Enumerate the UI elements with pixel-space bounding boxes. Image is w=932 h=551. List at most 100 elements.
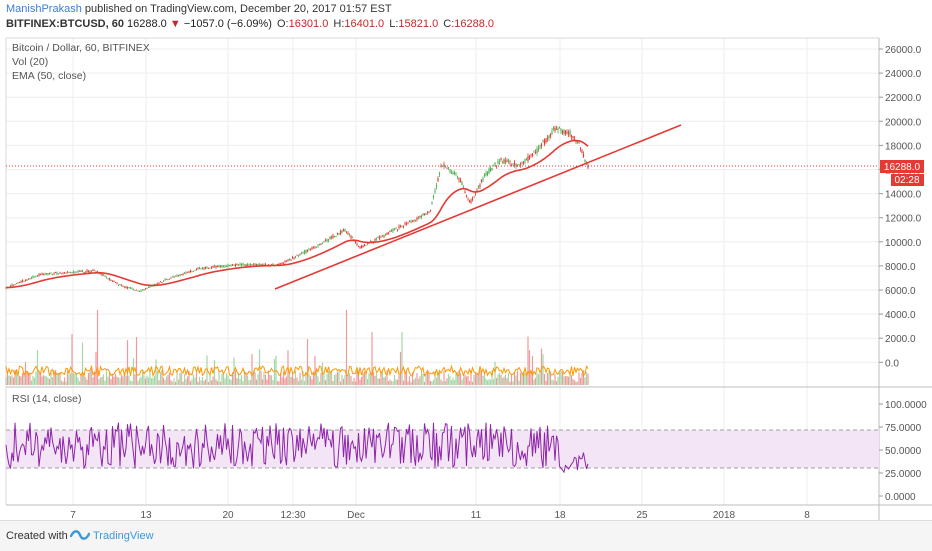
tradingview-logo-icon[interactable] bbox=[69, 528, 91, 547]
volume-bar bbox=[428, 373, 430, 385]
volume-bar bbox=[581, 373, 583, 385]
volume-bar bbox=[471, 381, 474, 385]
volume-bar bbox=[143, 375, 145, 385]
candle-body bbox=[408, 220, 411, 222]
candle-body bbox=[209, 267, 211, 269]
candle-body bbox=[498, 161, 501, 163]
time-axis-label: 13 bbox=[140, 510, 152, 520]
legend-volume[interactable]: Vol (20) bbox=[12, 56, 48, 68]
price-pane[interactable] bbox=[6, 38, 879, 385]
candle-body bbox=[203, 268, 205, 270]
volume-bar bbox=[18, 375, 21, 385]
volume-bar bbox=[528, 350, 531, 385]
price-axis[interactable]: 26000.024000.022000.020000.018000.016000… bbox=[879, 45, 922, 369]
candle-body bbox=[161, 282, 163, 283]
volume-bar bbox=[309, 376, 312, 385]
legend-ema[interactable]: EMA (50, close) bbox=[12, 70, 86, 82]
volume-bar bbox=[87, 372, 90, 385]
volume-bar bbox=[459, 373, 462, 385]
volume-bar bbox=[158, 380, 160, 385]
volume-bar bbox=[543, 373, 546, 385]
candle-body bbox=[249, 263, 252, 266]
author-link[interactable]: ManishPrakash bbox=[6, 3, 82, 15]
candle-body bbox=[143, 289, 145, 291]
candle-body bbox=[123, 287, 126, 288]
chart-canvas[interactable]: Bitcoin / Dollar, 60, BITFINEX Vol (20) … bbox=[0, 0, 932, 520]
candle-body bbox=[117, 284, 120, 286]
volume-bar bbox=[225, 373, 228, 385]
volume-bar bbox=[186, 376, 189, 385]
volume-bar bbox=[500, 374, 502, 385]
candle-body bbox=[494, 162, 496, 165]
volume-bar bbox=[312, 371, 315, 385]
volume-bar bbox=[419, 376, 421, 385]
volume-bar bbox=[141, 371, 144, 385]
volume-bar bbox=[180, 372, 183, 385]
candle-body bbox=[108, 278, 111, 280]
tradingview-brand-link[interactable]: TradingView bbox=[93, 530, 154, 542]
candle-body bbox=[426, 212, 429, 214]
candle-body bbox=[137, 290, 139, 292]
volume-bar bbox=[140, 376, 142, 385]
candle-body bbox=[378, 236, 381, 239]
volume-bar bbox=[491, 370, 493, 385]
volume-bar bbox=[453, 380, 456, 385]
volume-bar bbox=[555, 381, 558, 385]
volume-bar bbox=[41, 376, 43, 385]
volume-bar bbox=[305, 372, 307, 385]
candle-body bbox=[197, 268, 199, 270]
candle-body bbox=[24, 280, 27, 281]
candle-body bbox=[506, 160, 508, 163]
candle-body bbox=[221, 265, 223, 267]
volume-bar bbox=[572, 379, 574, 385]
candle-body bbox=[444, 165, 447, 167]
candle-body bbox=[390, 230, 393, 232]
volume-bar bbox=[363, 371, 366, 385]
candle-body bbox=[113, 280, 115, 282]
time-axis[interactable]: 7 13 20 12:30 Dec 11 18 25 2018 8 bbox=[70, 510, 810, 520]
volume-bar bbox=[45, 376, 48, 385]
volume-bar bbox=[497, 374, 499, 385]
volume-bar bbox=[306, 339, 309, 385]
candle-body bbox=[333, 236, 336, 238]
candle-body bbox=[60, 273, 63, 274]
candle-body bbox=[542, 141, 544, 143]
candle-body bbox=[129, 287, 132, 289]
volume-bar bbox=[348, 373, 351, 385]
candle-body bbox=[513, 162, 516, 165]
candle-body bbox=[246, 263, 249, 266]
symbol-label[interactable]: BITFINEX:BTCUSD, 60 bbox=[6, 18, 124, 30]
candle-body bbox=[251, 264, 253, 266]
rsi-axis[interactable]: 100.0000 75.0000 50.0000 25.0000 0.0000 bbox=[879, 400, 927, 503]
candle-body bbox=[443, 164, 445, 167]
volume-bar bbox=[329, 372, 331, 385]
volume-bar bbox=[465, 376, 468, 385]
candle-body bbox=[227, 264, 229, 267]
candle-body bbox=[234, 264, 237, 267]
legend-symbol[interactable]: Bitcoin / Dollar, 60, BITFINEX bbox=[12, 42, 150, 54]
candle-body bbox=[345, 232, 348, 234]
candle-body bbox=[285, 260, 288, 262]
candle-body bbox=[332, 235, 334, 239]
volume-bar bbox=[215, 379, 217, 385]
volume-bar bbox=[189, 381, 192, 385]
time-axis-label: 8 bbox=[804, 510, 810, 520]
price-axis-label: 26000.0 bbox=[885, 45, 922, 56]
candle-body bbox=[290, 260, 292, 261]
price-axis-label: 0.0 bbox=[885, 358, 899, 369]
trendline[interactable] bbox=[274, 124, 682, 290]
volume-bar bbox=[192, 374, 195, 385]
candle-body bbox=[206, 266, 208, 268]
volume-bar bbox=[122, 376, 124, 385]
volume-bar bbox=[392, 381, 394, 385]
candle-body bbox=[185, 272, 187, 274]
candle-body bbox=[413, 220, 415, 222]
candle-body bbox=[294, 256, 297, 258]
volume-bar bbox=[431, 381, 433, 385]
footer-bar: Created with TradingView bbox=[0, 520, 932, 551]
legend-rsi[interactable]: RSI (14, close) bbox=[12, 393, 81, 405]
rsi-axis-label: 75.0000 bbox=[885, 423, 922, 434]
volume-bar bbox=[218, 370, 220, 385]
volume-bar bbox=[531, 355, 534, 385]
volume-bar bbox=[104, 380, 106, 385]
